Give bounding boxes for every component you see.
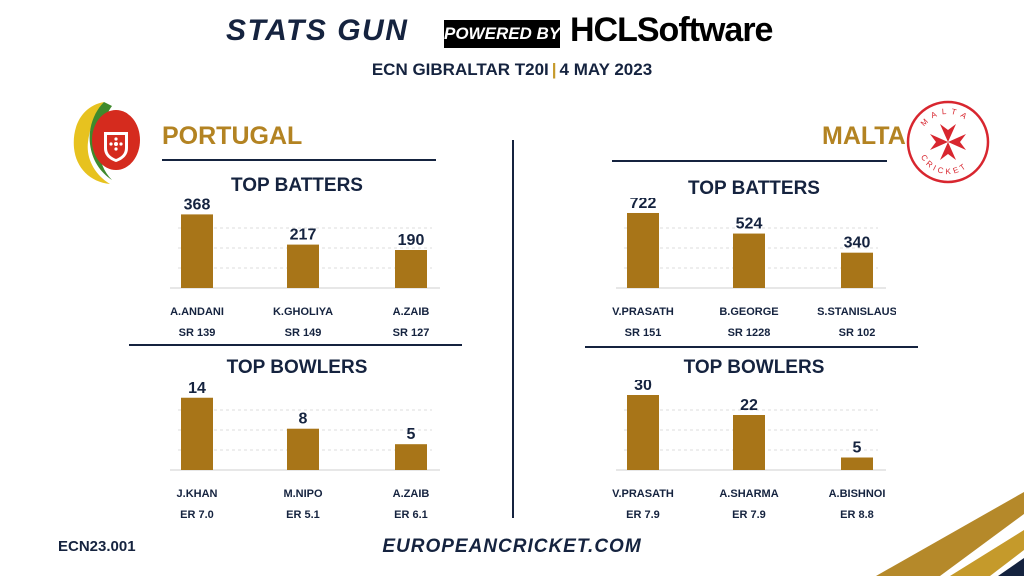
rate-label: SR 127 (393, 327, 430, 339)
bar-value-label: 722 (630, 198, 657, 212)
powered-by-badge: POWERED BY (444, 20, 560, 48)
bar (627, 212, 659, 288)
bar (733, 415, 765, 470)
bar-value-label: 30 (634, 380, 652, 394)
rate-label: SR 1228 (728, 327, 771, 339)
portugal-bowlers-chart: 14 J.KHAN ER 7.0 8 M.NIPO ER 5.1 5 A.ZAIB ER 6.1 (150, 380, 450, 530)
rate-label: SR 149 (285, 327, 322, 339)
bar-value-label: 14 (188, 380, 206, 397)
player-name-label: K.GHOLIYA (273, 306, 333, 318)
footer-url: EUROPEANCRICKET.COM (382, 536, 642, 557)
bar (287, 244, 319, 288)
portugal-top-bowlers-title: TOP BOWLERS (226, 357, 368, 378)
footer-code: ECN23.001 (58, 538, 136, 555)
player-name-label: A.ANDANI (170, 306, 224, 318)
rate-label: ER 7.9 (626, 509, 660, 521)
bar-value-label: 368 (184, 198, 211, 213)
chart-svg: 30 V.PRASATH ER 7.9 22 A.SHARMA ER 7.9 5 A.BISH… (612, 380, 886, 521)
player-name-label: A.BISHNOI (829, 488, 886, 500)
chart-svg: 722 V.PRASATH SR 151 524 B.GEORGE SR 1228 340 S… (612, 198, 896, 339)
event-name: ECN GIBRALTAR T20I (371, 60, 549, 79)
center-divider (512, 140, 514, 518)
malta-top-bowlers-title: TOP BOWLERS (683, 357, 825, 378)
bar-value-label: 340 (844, 235, 871, 252)
malta-cricket-cross-icon: MALTA CRICKET (906, 100, 990, 184)
rate-label: SR 151 (625, 327, 662, 339)
event-separator: | (551, 60, 557, 79)
portugal-cricket-crest-icon (64, 96, 144, 188)
bar (395, 250, 427, 288)
sponsor-logo-text: HCLSoftware (570, 11, 773, 49)
decorative-stripes (860, 486, 1024, 576)
rate-label: ER 5.1 (286, 509, 320, 521)
team-name-portugal: PORTUGAL (162, 122, 303, 150)
portugal-top-batters-title: TOP BATTERS (231, 175, 363, 196)
player-name-label: V.PRASATH (612, 306, 674, 318)
malta-mid-rule (585, 346, 918, 348)
portugal-header-rule (162, 159, 436, 161)
rate-label: ER 7.0 (180, 509, 214, 521)
chart-svg: 14 J.KHAN ER 7.0 8 M.NIPO ER 5.1 5 A.ZAIB ER 6.1 (170, 380, 440, 521)
bar (287, 428, 319, 470)
portugal-batters-chart: 368 A.ANDANI SR 139 217 K.GHOLIYA SR 149 190 A.… (150, 198, 450, 348)
player-name-label: M.NIPO (283, 488, 323, 500)
stats-gun-title: STATS GUN (226, 14, 409, 47)
rate-label: SR 102 (839, 327, 876, 339)
bar (733, 233, 765, 288)
player-name-label: A.SHARMA (719, 488, 778, 500)
rate-label: ER 6.1 (394, 509, 428, 521)
chart-svg: 368 A.ANDANI SR 139 217 K.GHOLIYA SR 149 190 A.… (170, 198, 440, 339)
player-name-label: B.GEORGE (719, 306, 778, 318)
rate-label: ER 7.9 (732, 509, 766, 521)
rate-label: ER 8.8 (840, 509, 874, 521)
team-name-malta: MALTA (822, 122, 906, 150)
bar-value-label: 22 (740, 397, 758, 414)
bar-value-label: 8 (299, 411, 308, 428)
bar (181, 397, 213, 470)
bar-value-label: 5 (853, 440, 862, 457)
player-name-label: V.PRASATH (612, 488, 674, 500)
player-name-label: J.KHAN (177, 488, 218, 500)
bar-value-label: 190 (398, 232, 425, 249)
event-line: ECN GIBRALTAR T20I | 4 MAY 2023 (0, 60, 1024, 80)
bar (395, 444, 427, 470)
bar (627, 395, 659, 470)
bar-value-label: 5 (407, 426, 416, 443)
bar (181, 214, 213, 288)
bar (841, 252, 873, 288)
malta-bowlers-chart: 30 V.PRASATH ER 7.9 22 A.SHARMA ER 7.9 5 A.BISH… (596, 380, 896, 530)
player-name-label: S.STANISLAUS (817, 306, 896, 318)
event-date: 4 MAY 2023 (559, 60, 653, 79)
bar-value-label: 524 (736, 216, 763, 233)
player-name-label: A.ZAIB (393, 306, 430, 318)
malta-batters-chart: 722 V.PRASATH SR 151 524 B.GEORGE SR 1228 340 S… (596, 198, 896, 348)
portugal-mid-rule (129, 344, 462, 346)
bar (841, 457, 873, 470)
rate-label: SR 139 (179, 327, 216, 339)
malta-top-batters-title: TOP BATTERS (688, 178, 820, 199)
player-name-label: A.ZAIB (393, 488, 430, 500)
malta-header-rule (612, 160, 887, 162)
bar-value-label: 217 (290, 227, 317, 244)
